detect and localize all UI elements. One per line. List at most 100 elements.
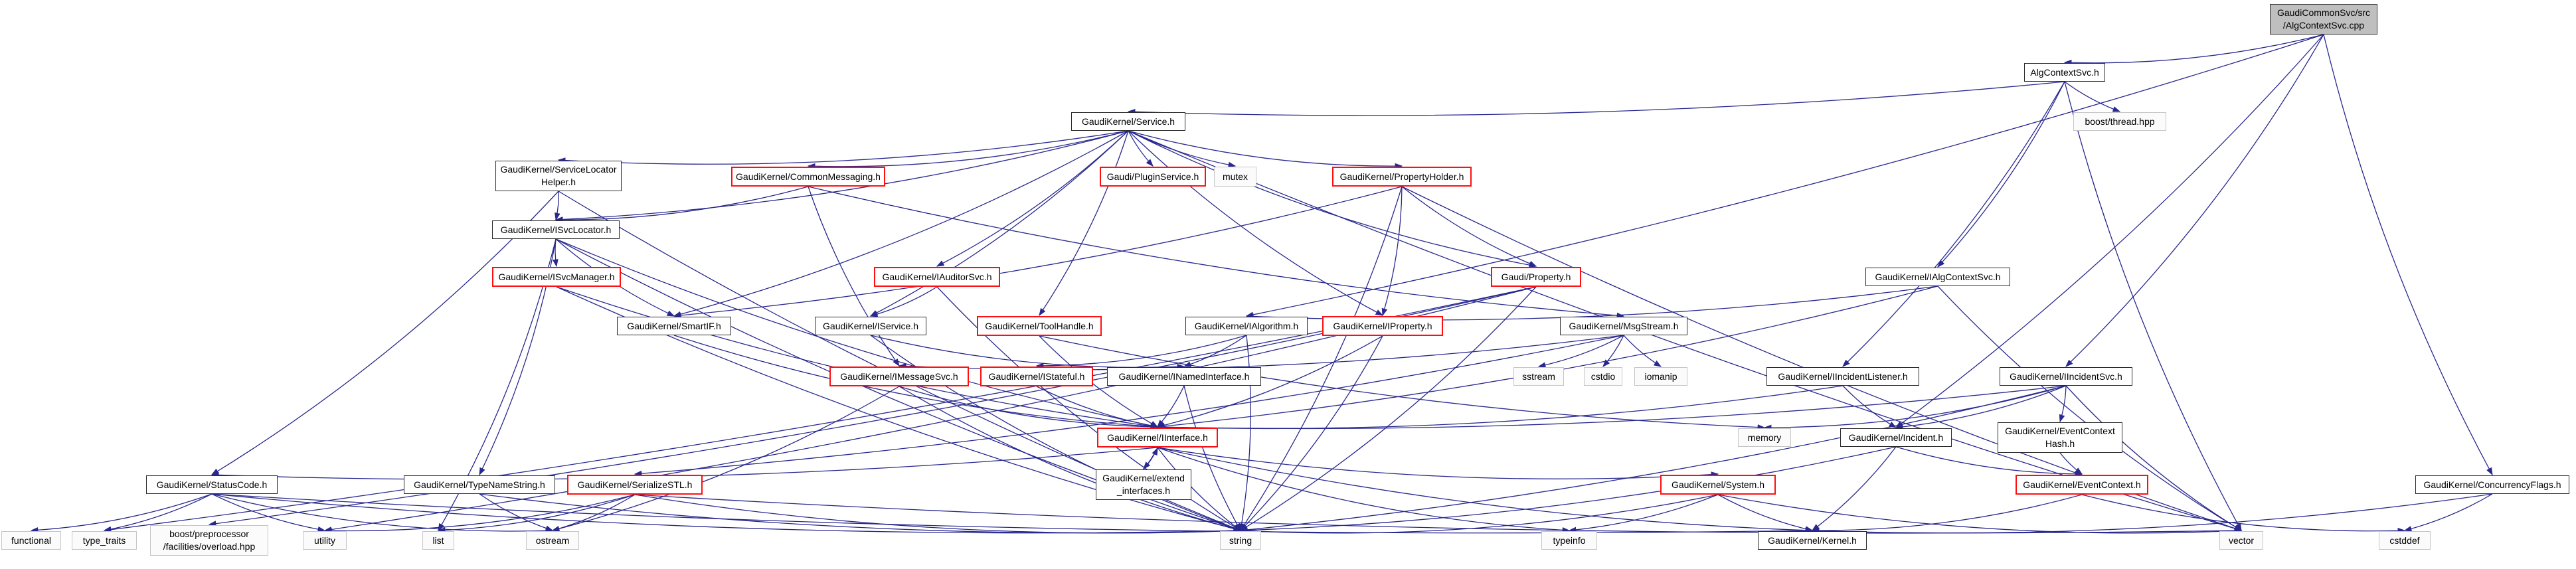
node-gaudikernel-ialgorithm-h[interactable]: GaudiKernel/IAlgorithm.h — [1185, 317, 1308, 335]
node-gaudikernel-commonmessaging-h[interactable]: GaudiKernel/CommonMessaging.h — [731, 167, 885, 187]
edge-27-29 — [1763, 385, 2067, 431]
node-gaudikernel-istateful-h[interactable]: GaudiKernel/IStateful.h — [980, 366, 1093, 386]
node-label: GaudiKernel/PropertyHolder.h — [1339, 171, 1464, 182]
node-gaudikernel-isvcmanager-h[interactable]: GaudiKernel/ISvcManager.h — [492, 267, 621, 287]
node-label: mutex — [1222, 171, 1248, 182]
node-label: GaudiKernel/SmartIF.h — [627, 320, 721, 331]
node-gaudikernel-iincidentsvc-h[interactable]: GaudiKernel/IIncidentSvc.h — [2000, 367, 2132, 386]
edge-27-28 — [1156, 385, 2067, 430]
node-label: GaudiKernel/EventContext.h — [2023, 479, 2141, 490]
edge-30-47 — [1811, 446, 1897, 531]
edge-16-28 — [1039, 335, 1159, 428]
node-label: list — [432, 534, 444, 546]
node-gaudikernel-iauditorsvc-h[interactable]: GaudiKernel/IAuditorSvc.h — [874, 267, 1000, 287]
node-gaudikernel-imessagesvc-h[interactable]: GaudiKernel/IMessageSvc.h — [829, 366, 969, 386]
node-gaudicommonsvc-src-algcontextsvc-cpp[interactable]: GaudiCommonSvc/src/AlgContextSvc.cpp — [2270, 4, 2377, 35]
node-label: GaudiKernel/ToolHandle.h — [985, 320, 1094, 331]
edge-27-48 — [2065, 385, 2243, 531]
edge-27-31 — [2059, 385, 2067, 423]
edge-8-12 — [1401, 186, 1537, 267]
edge-16-29 — [1039, 335, 1766, 430]
node-gaudikernel-serializestl-h[interactable]: GaudiKernel/SerializeSTL.h — [567, 475, 703, 495]
edge-35-28 — [1143, 447, 1158, 470]
node-label: memory — [1747, 432, 1782, 443]
node-gaudikernel-smartif-h[interactable]: GaudiKernel/SmartIF.h — [617, 317, 731, 335]
node-gaudikernel-eventcontexthash-h[interactable]: GaudiKernel/EventContext Hash.h — [1998, 422, 2122, 453]
node-label: GaudiKernel/SerializeSTL.h — [577, 479, 693, 490]
node-label: GaudiKernel/StatusCode.h — [156, 479, 268, 490]
edge-19-34 — [634, 335, 1624, 477]
node-gaudi-property-h[interactable]: Gaudi/Property.h — [1491, 267, 1581, 287]
edge-38-47 — [1811, 493, 2493, 534]
edge-12-45 — [1239, 286, 1537, 531]
edge-5-9 — [555, 186, 809, 223]
edge-32-42 — [211, 493, 326, 532]
node-label: Gaudi/Property.h — [1501, 271, 1571, 282]
node-label: GaudiKernel/IStateful.h — [988, 370, 1085, 382]
edge-8-45 — [1240, 186, 1403, 532]
edge-3-12 — [1128, 130, 1537, 268]
edge-36-46 — [1568, 494, 1719, 533]
node-label: GaudiKernel/IAlgorithm.h — [1194, 320, 1299, 331]
edge-20-44 — [551, 386, 900, 532]
edge-27-30 — [1895, 385, 2067, 430]
node-gaudikernel-system-h[interactable]: GaudiKernel/System.h — [1660, 475, 1776, 495]
node-gaudikernel-iinterface-h[interactable]: GaudiKernel/IInterface.h — [1097, 428, 1218, 447]
node-gaudikernel-eventcontext-h[interactable]: GaudiKernel/EventContext.h — [2016, 475, 2148, 495]
node-label: cstddef — [2389, 534, 2420, 546]
node-functional: functional — [1, 531, 61, 550]
node-gaudikernel-servicelocatorhelper-h[interactable]: GaudiKernel/ServiceLocator Helper.h — [495, 161, 622, 191]
node-gaudikernel-ialgcontextsvc-h[interactable]: GaudiKernel/IAlgContextSvc.h — [1865, 268, 2010, 286]
edge-34-45 — [634, 494, 1242, 534]
edge-18-45 — [1240, 335, 1383, 531]
edge-32-44 — [211, 493, 554, 534]
node-gaudikernel-iproperty-h[interactable]: GaudiKernel/IProperty.h — [1322, 316, 1443, 336]
node-label: GaudiKernel/ServiceLocator — [500, 164, 617, 175]
node-label: GaudiKernel/IService.h — [823, 320, 918, 331]
node-gaudikernel-propertyholder-h[interactable]: GaudiKernel/PropertyHolder.h — [1332, 167, 1472, 187]
node-algcontextsvc-h[interactable]: AlgContextSvc.h — [2024, 63, 2105, 82]
node-gaudikernel-kernel-h[interactable]: GaudiKernel/Kernel.h — [1758, 531, 1867, 550]
node-label: boost/preprocessor — [169, 528, 249, 539]
node-label: GaudiCommonSvc/src — [2276, 7, 2371, 18]
edge-19-25 — [1623, 335, 1662, 367]
node-label: string — [1229, 534, 1252, 546]
node-label: GaudiKernel/System.h — [1671, 479, 1765, 490]
edge-31-37 — [2059, 452, 2083, 475]
node-label: GaudiKernel/IIncidentListener.h — [1778, 370, 1908, 382]
node-gaudikernel-msgstream-h[interactable]: GaudiKernel/MsgStream.h — [1560, 317, 1687, 335]
node-label: boost/thread.hpp — [2085, 116, 2155, 127]
node-label: /facilities/overload.hpp — [163, 541, 256, 552]
edge-12-40 — [103, 286, 1537, 533]
edge-21-28 — [1036, 386, 1159, 429]
node-cstdio: cstdio — [1584, 367, 1622, 386]
node-gaudikernel-typenamestring-h[interactable]: GaudiKernel/TypeNameString.h — [404, 475, 555, 494]
node-gaudikernel-inamedinterface-h[interactable]: GaudiKernel/INamedInterface.h — [1107, 367, 1261, 386]
edge-18-28 — [1156, 335, 1383, 428]
node-cstddef: cstddef — [2379, 531, 2431, 550]
node-ostream: ostream — [526, 531, 579, 550]
edge-22-45 — [1183, 385, 1241, 532]
node-gaudikernel-iservice-h[interactable]: GaudiKernel/IService.h — [815, 317, 926, 335]
node-gaudikernel-toolhandle-h[interactable]: GaudiKernel/ToolHandle.h — [977, 316, 1102, 336]
node-gaudikernel-iincidentlistener-h[interactable]: GaudiKernel/IIncidentListener.h — [1766, 367, 1919, 386]
node-gaudikernel-service-h[interactable]: GaudiKernel/Service.h — [1071, 112, 1185, 131]
node-gaudikernel-concurrencyflags-h[interactable]: GaudiKernel/ConcurrencyFlags.h — [2415, 475, 2569, 494]
edge-34-44 — [551, 494, 636, 532]
edge-32-40 — [103, 493, 213, 532]
edge-3-16 — [1039, 130, 1129, 317]
node-gaudikernel-isvclocator-h[interactable]: GaudiKernel/ISvcLocator.h — [492, 220, 620, 239]
node-gaudikernel-incident-h[interactable]: GaudiKernel/Incident.h — [1840, 428, 1952, 447]
node-gaudikernel-statuscode-h[interactable]: GaudiKernel/StatusCode.h — [146, 475, 278, 494]
node-gaudikernel-extend-interfaces-h[interactable]: GaudiKernel/extend _interfaces.h — [1096, 469, 1191, 500]
edge-34-43 — [437, 494, 636, 533]
node-label: sstream — [1522, 370, 1555, 382]
node-label: typeinfo — [1553, 534, 1586, 546]
edge-30-45 — [1239, 446, 1897, 534]
node-label: GaudiKernel/IProperty.h — [1333, 320, 1432, 331]
node-gaudi-pluginservice-h[interactable]: Gaudi/PluginService.h — [1100, 167, 1206, 187]
node-string: string — [1220, 531, 1261, 550]
node-label: Helper.h — [541, 177, 576, 187]
edge-19-24 — [1602, 335, 1624, 367]
